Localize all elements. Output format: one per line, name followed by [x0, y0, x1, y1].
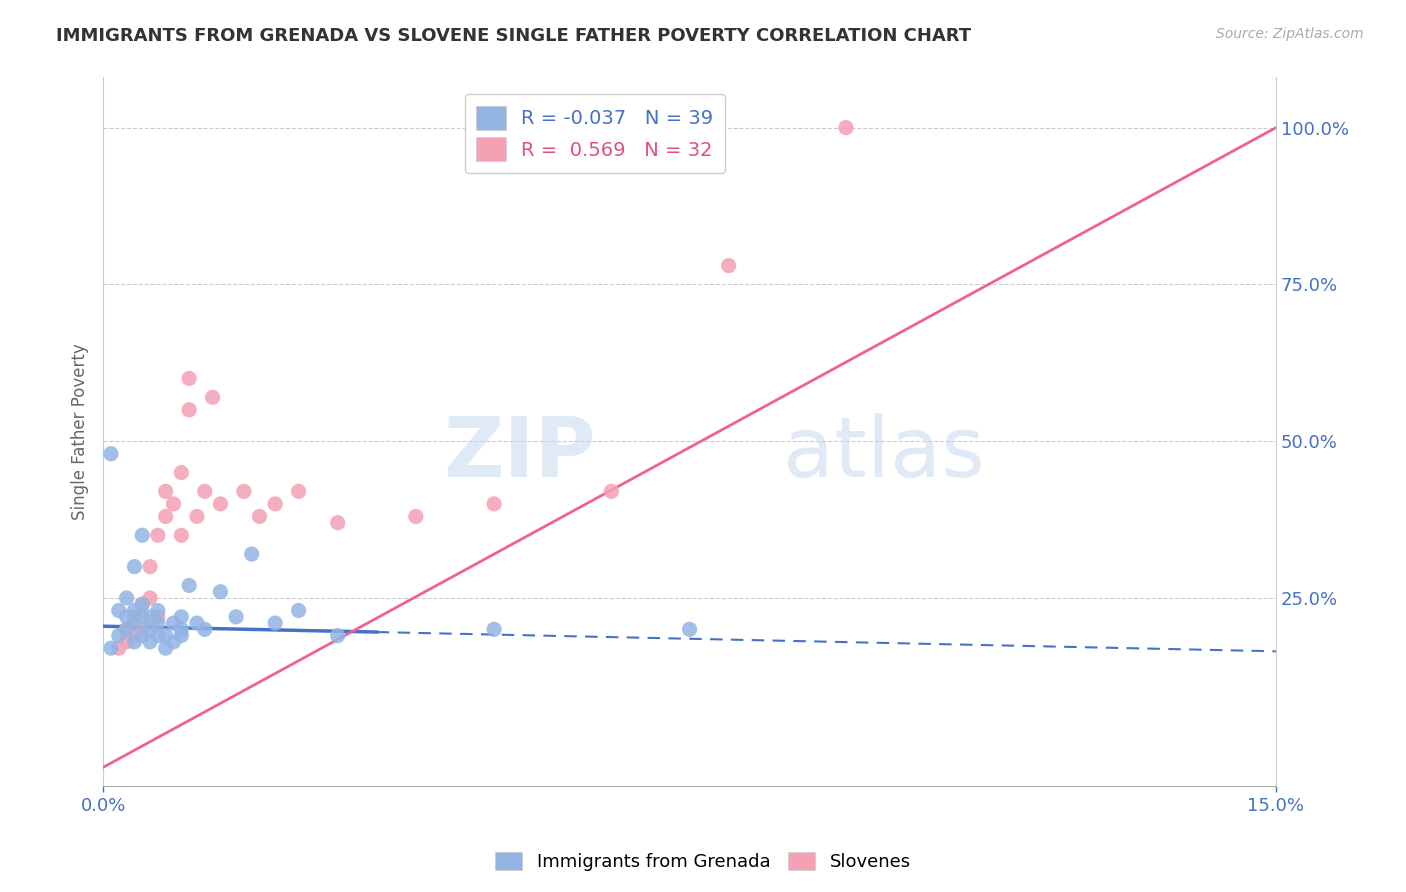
Point: [115, 609, 138, 624]
Point: [186, 509, 208, 524]
Point: [179, 578, 201, 592]
Point: [124, 635, 146, 649]
Point: [264, 497, 287, 511]
Point: [179, 402, 201, 417]
Point: [225, 609, 247, 624]
Point: [249, 509, 271, 524]
Point: [405, 509, 427, 524]
Point: [835, 120, 858, 135]
Point: [115, 623, 138, 637]
Point: [170, 528, 193, 542]
Text: atlas: atlas: [783, 413, 986, 493]
Point: [124, 616, 146, 631]
Point: [131, 528, 153, 542]
Point: [146, 528, 169, 542]
Point: [131, 629, 153, 643]
Y-axis label: Single Father Poverty: Single Father Poverty: [72, 343, 89, 520]
Point: [162, 616, 184, 631]
Point: [170, 629, 193, 643]
Point: [131, 623, 153, 637]
Point: [717, 259, 740, 273]
Text: Source: ZipAtlas.com: Source: ZipAtlas.com: [1216, 27, 1364, 41]
Point: [139, 559, 162, 574]
Point: [287, 484, 309, 499]
Point: [264, 616, 287, 631]
Point: [179, 371, 201, 385]
Point: [287, 603, 309, 617]
Point: [139, 591, 162, 605]
Point: [155, 629, 177, 643]
Point: [107, 603, 129, 617]
Legend: Immigrants from Grenada, Slovenes: Immigrants from Grenada, Slovenes: [488, 845, 918, 879]
Point: [170, 609, 193, 624]
Point: [124, 603, 146, 617]
Point: [131, 597, 153, 611]
Point: [201, 390, 224, 404]
Point: [139, 623, 162, 637]
Point: [155, 509, 177, 524]
Point: [115, 591, 138, 605]
Point: [240, 547, 263, 561]
Point: [209, 584, 232, 599]
Point: [131, 609, 153, 624]
Point: [124, 559, 146, 574]
Point: [162, 497, 184, 511]
Point: [170, 466, 193, 480]
Point: [678, 623, 700, 637]
Point: [107, 641, 129, 656]
Point: [162, 635, 184, 649]
Point: [139, 635, 162, 649]
Point: [155, 641, 177, 656]
Point: [107, 629, 129, 643]
Point: [209, 497, 232, 511]
Point: [146, 609, 169, 624]
Point: [100, 447, 122, 461]
Point: [100, 641, 122, 656]
Point: [146, 616, 169, 631]
Point: [232, 484, 254, 499]
Point: [124, 629, 146, 643]
Point: [115, 623, 138, 637]
Legend: R = -0.037   N = 39, R =  0.569   N = 32: R = -0.037 N = 39, R = 0.569 N = 32: [465, 95, 725, 173]
Point: [194, 484, 217, 499]
Point: [139, 609, 162, 624]
Point: [186, 616, 208, 631]
Point: [326, 516, 349, 530]
Text: IMMIGRANTS FROM GRENADA VS SLOVENE SINGLE FATHER POVERTY CORRELATION CHART: IMMIGRANTS FROM GRENADA VS SLOVENE SINGL…: [56, 27, 972, 45]
Point: [194, 623, 217, 637]
Point: [124, 609, 146, 624]
Point: [482, 623, 505, 637]
Point: [170, 623, 193, 637]
Point: [146, 629, 169, 643]
Point: [131, 597, 153, 611]
Text: ZIP: ZIP: [443, 413, 596, 493]
Point: [155, 484, 177, 499]
Point: [146, 603, 169, 617]
Point: [482, 497, 505, 511]
Point: [600, 484, 623, 499]
Point: [326, 629, 349, 643]
Point: [115, 635, 138, 649]
